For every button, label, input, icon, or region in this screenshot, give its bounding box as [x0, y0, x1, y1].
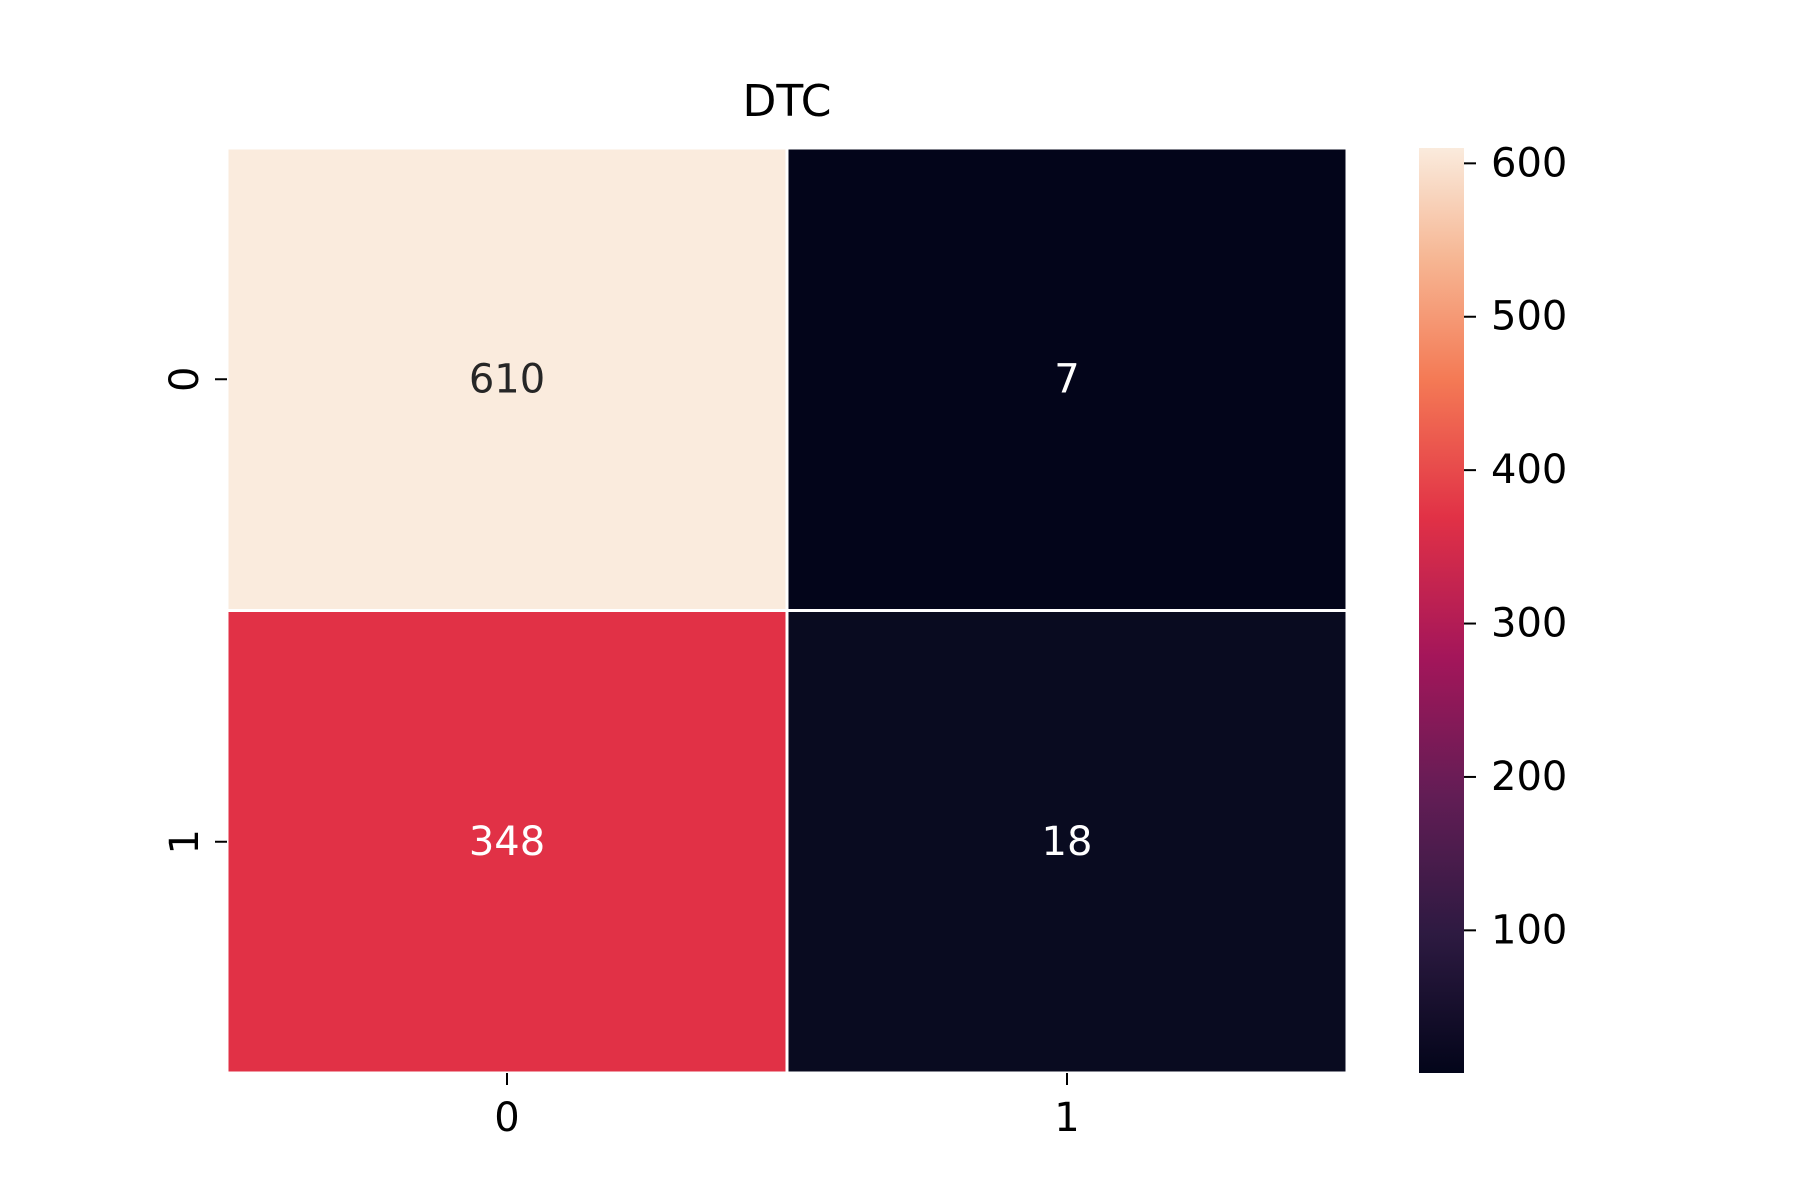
heatmap-cell-r1-c0 — [225, 609, 789, 1075]
x-tick-label-1: 1 — [1054, 1095, 1079, 1141]
cell-value-label-r1-c1: 18 — [1042, 819, 1093, 865]
colorbar-tick-label-0: 100 — [1491, 907, 1567, 953]
colorbar-tick-label-5: 600 — [1491, 140, 1567, 186]
colorbar-gradient — [1419, 148, 1464, 1073]
y-tick-label-0: 0 — [162, 367, 208, 392]
chart-title: DTC — [743, 76, 832, 127]
colorbar-tick-label-1: 200 — [1491, 754, 1567, 800]
x-tick-label-0: 0 — [494, 1095, 519, 1141]
cell-value-label-r0-c1: 7 — [1054, 356, 1079, 402]
y-axis: 01 — [162, 367, 227, 854]
colorbar-tick-label-2: 300 — [1491, 601, 1567, 647]
colorbar-tick-label-3: 400 — [1491, 447, 1567, 493]
heatmap-cell-r1-c1 — [785, 609, 1349, 1075]
colorbar: 100 200 300 400 500 600 — [1419, 140, 1567, 1073]
heatmap-cell-r0-c1 — [785, 146, 1349, 612]
cell-value-label-r0-c0: 610 — [469, 356, 545, 402]
cell-value-label-r1-c0: 348 — [469, 819, 545, 865]
heatmap-cell-r0-c0 — [225, 146, 789, 612]
heatmap-cells: 610 7 348 18 — [225, 146, 1349, 1075]
y-tick-label-1: 1 — [162, 829, 208, 854]
colorbar-tick-label-4: 500 — [1491, 294, 1567, 340]
